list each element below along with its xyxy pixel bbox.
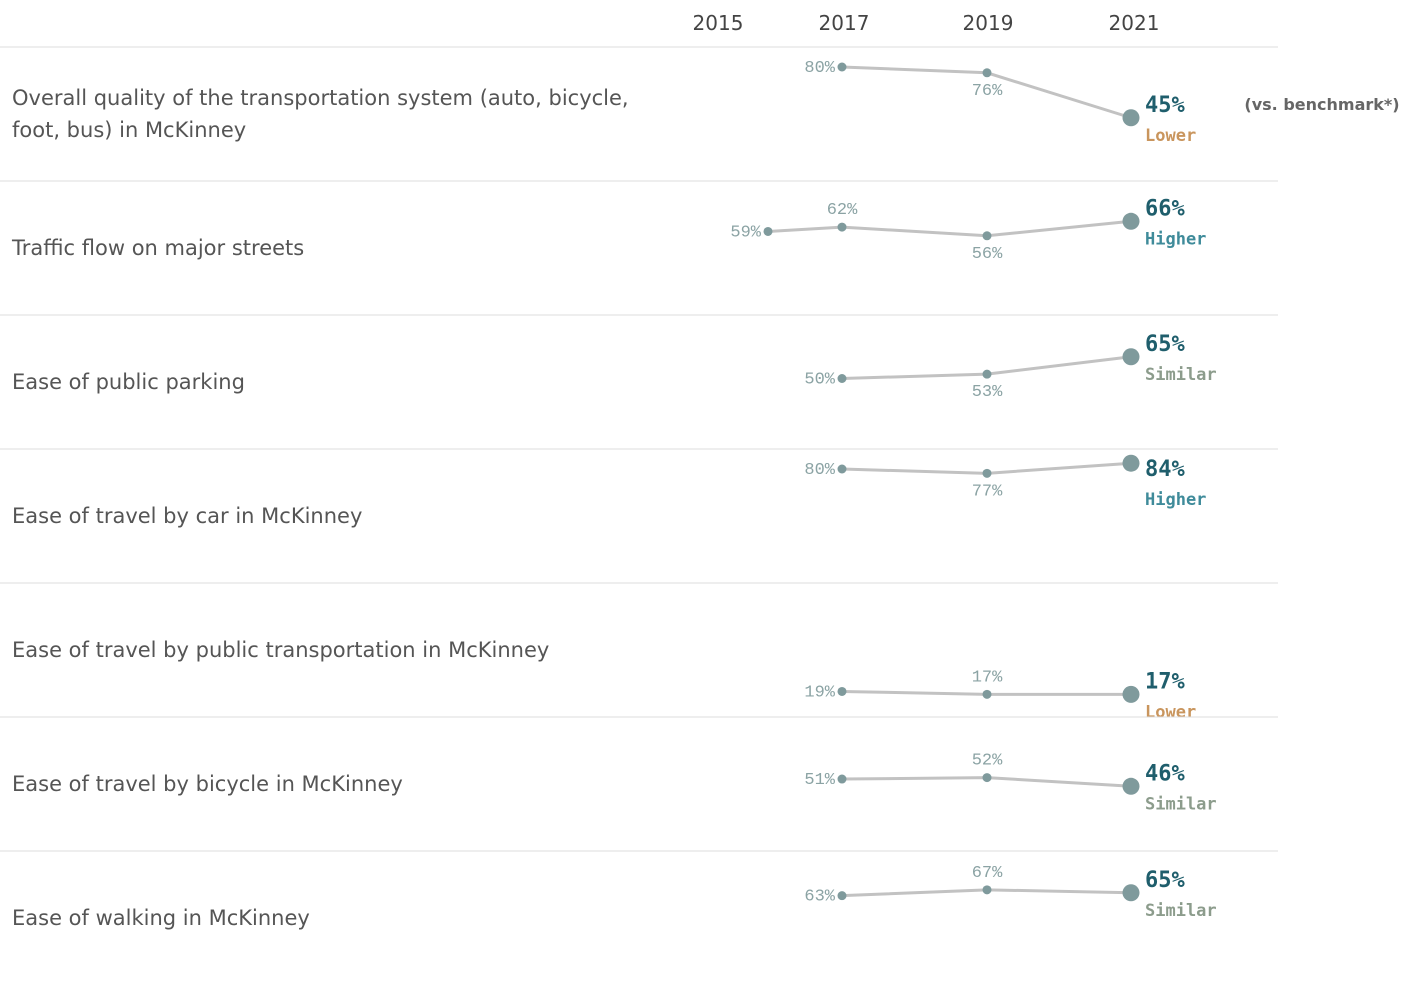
value-label: 62% <box>827 201 858 220</box>
trend-line <box>767 219 1132 238</box>
final-point <box>1122 212 1140 230</box>
final-value-label: 46% <box>1145 761 1185 786</box>
final-point <box>1122 777 1140 795</box>
final-point <box>1122 454 1140 472</box>
value-label: 50% <box>804 371 835 390</box>
final-value-label: 17% <box>1145 669 1185 694</box>
point <box>837 62 847 72</box>
row-label: Ease of public parking <box>12 370 245 394</box>
point <box>982 885 992 895</box>
benchmark-label: Higher <box>1145 229 1206 249</box>
point <box>837 374 847 383</box>
point <box>837 686 847 696</box>
final-point <box>1122 685 1140 703</box>
point <box>837 222 847 232</box>
point <box>982 468 992 478</box>
value-label: 63% <box>804 888 835 907</box>
point <box>837 774 847 784</box>
point <box>837 464 847 474</box>
point <box>982 68 992 78</box>
final-value-label: 45% <box>1145 93 1185 118</box>
benchmark-label: Similar <box>1145 901 1217 921</box>
value-label: 67% <box>972 864 1003 883</box>
value-label: 53% <box>972 383 1003 402</box>
final-value-label: 84% <box>1145 457 1185 482</box>
point <box>982 689 992 699</box>
point <box>982 369 992 379</box>
benchmark-label: Lower <box>1145 126 1196 146</box>
final-point <box>1122 109 1140 127</box>
row-label: Traffic flow on major streets <box>12 236 305 260</box>
benchmark-label: Lower <box>1145 702 1196 722</box>
year-header: 2019 <box>963 11 1014 35</box>
final-value-label: 65% <box>1145 332 1185 357</box>
benchmark-note: (vs. benchmark*) <box>1244 95 1399 114</box>
value-label: 76% <box>972 82 1003 101</box>
final-value-label: 65% <box>1145 868 1185 893</box>
value-label: 52% <box>972 752 1003 771</box>
value-label: 56% <box>972 245 1003 264</box>
row-label: Ease of travel by public transportation … <box>12 638 550 662</box>
value-label: 59% <box>730 223 761 242</box>
value-label: 17% <box>972 668 1003 687</box>
final-point <box>1122 884 1140 902</box>
year-header: 2021 <box>1109 11 1160 35</box>
row-label: Overall quality of the transportation sy… <box>12 86 629 142</box>
value-label: 77% <box>972 482 1003 501</box>
value-label: 80% <box>804 461 835 480</box>
year-header: 2015 <box>693 11 744 35</box>
benchmark-label: Higher <box>1145 490 1206 510</box>
benchmark-label: Similar <box>1145 365 1217 385</box>
row-label: Ease of travel by car in McKinney <box>12 504 363 528</box>
value-label: 19% <box>804 683 835 702</box>
point <box>982 231 992 241</box>
benchmark-label: Similar <box>1145 794 1217 814</box>
year-header: 2017 <box>819 11 870 35</box>
point <box>763 226 773 236</box>
row-label: Ease of travel by bicycle in McKinney <box>12 772 403 796</box>
value-label: 51% <box>804 771 835 790</box>
final-point <box>1122 348 1140 366</box>
value-label: 80% <box>804 59 835 78</box>
point <box>982 773 992 783</box>
point <box>837 891 847 901</box>
final-value-label: 66% <box>1145 196 1185 221</box>
row-label: Ease of walking in McKinney <box>12 906 310 930</box>
